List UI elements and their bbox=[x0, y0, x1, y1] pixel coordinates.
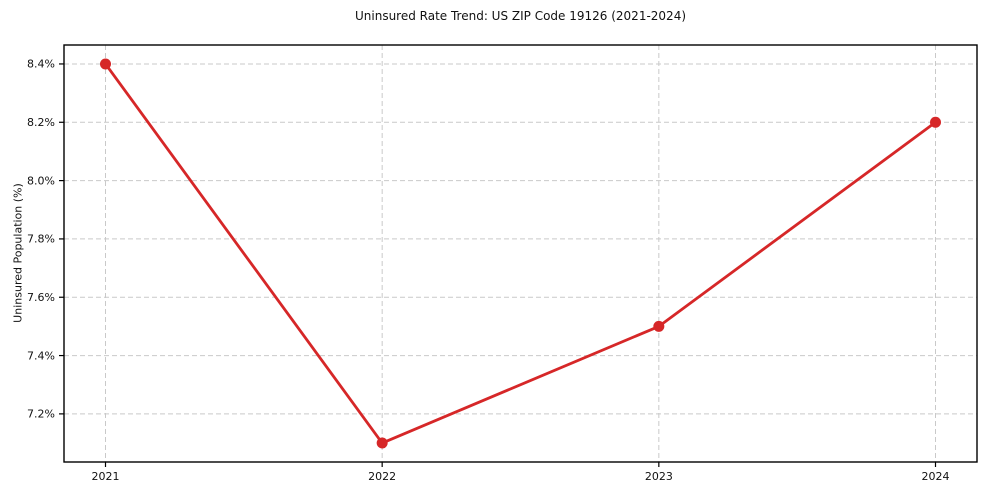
plot-border bbox=[63, 44, 978, 463]
data-point-2024 bbox=[930, 116, 941, 128]
y-tick-label: 8.2% bbox=[27, 116, 55, 129]
y-axis-label: Uninsured Population (%) bbox=[11, 183, 25, 323]
data-point-2022 bbox=[376, 437, 388, 449]
y-tick-label: 7.2% bbox=[27, 408, 55, 421]
trend-line bbox=[104, 62, 937, 445]
x-tick-label: 2024 bbox=[922, 470, 950, 483]
y-tick-label: 7.4% bbox=[27, 349, 55, 362]
y-tick-label: 7.8% bbox=[27, 233, 55, 246]
chart-title: Uninsured Rate Trend: US ZIP Code 19126 … bbox=[354, 9, 687, 23]
y-tick-label: 7.6% bbox=[27, 291, 55, 304]
data-point-2023 bbox=[653, 320, 665, 332]
x-tick-label: 2022 bbox=[368, 470, 396, 483]
y-tick-label: 8.0% bbox=[27, 174, 55, 187]
x-tick-label: 2023 bbox=[645, 470, 673, 483]
data-point-2021 bbox=[100, 58, 111, 70]
y-tick-label: 8.4% bbox=[27, 58, 55, 71]
x-tick-label: 2021 bbox=[92, 470, 120, 483]
